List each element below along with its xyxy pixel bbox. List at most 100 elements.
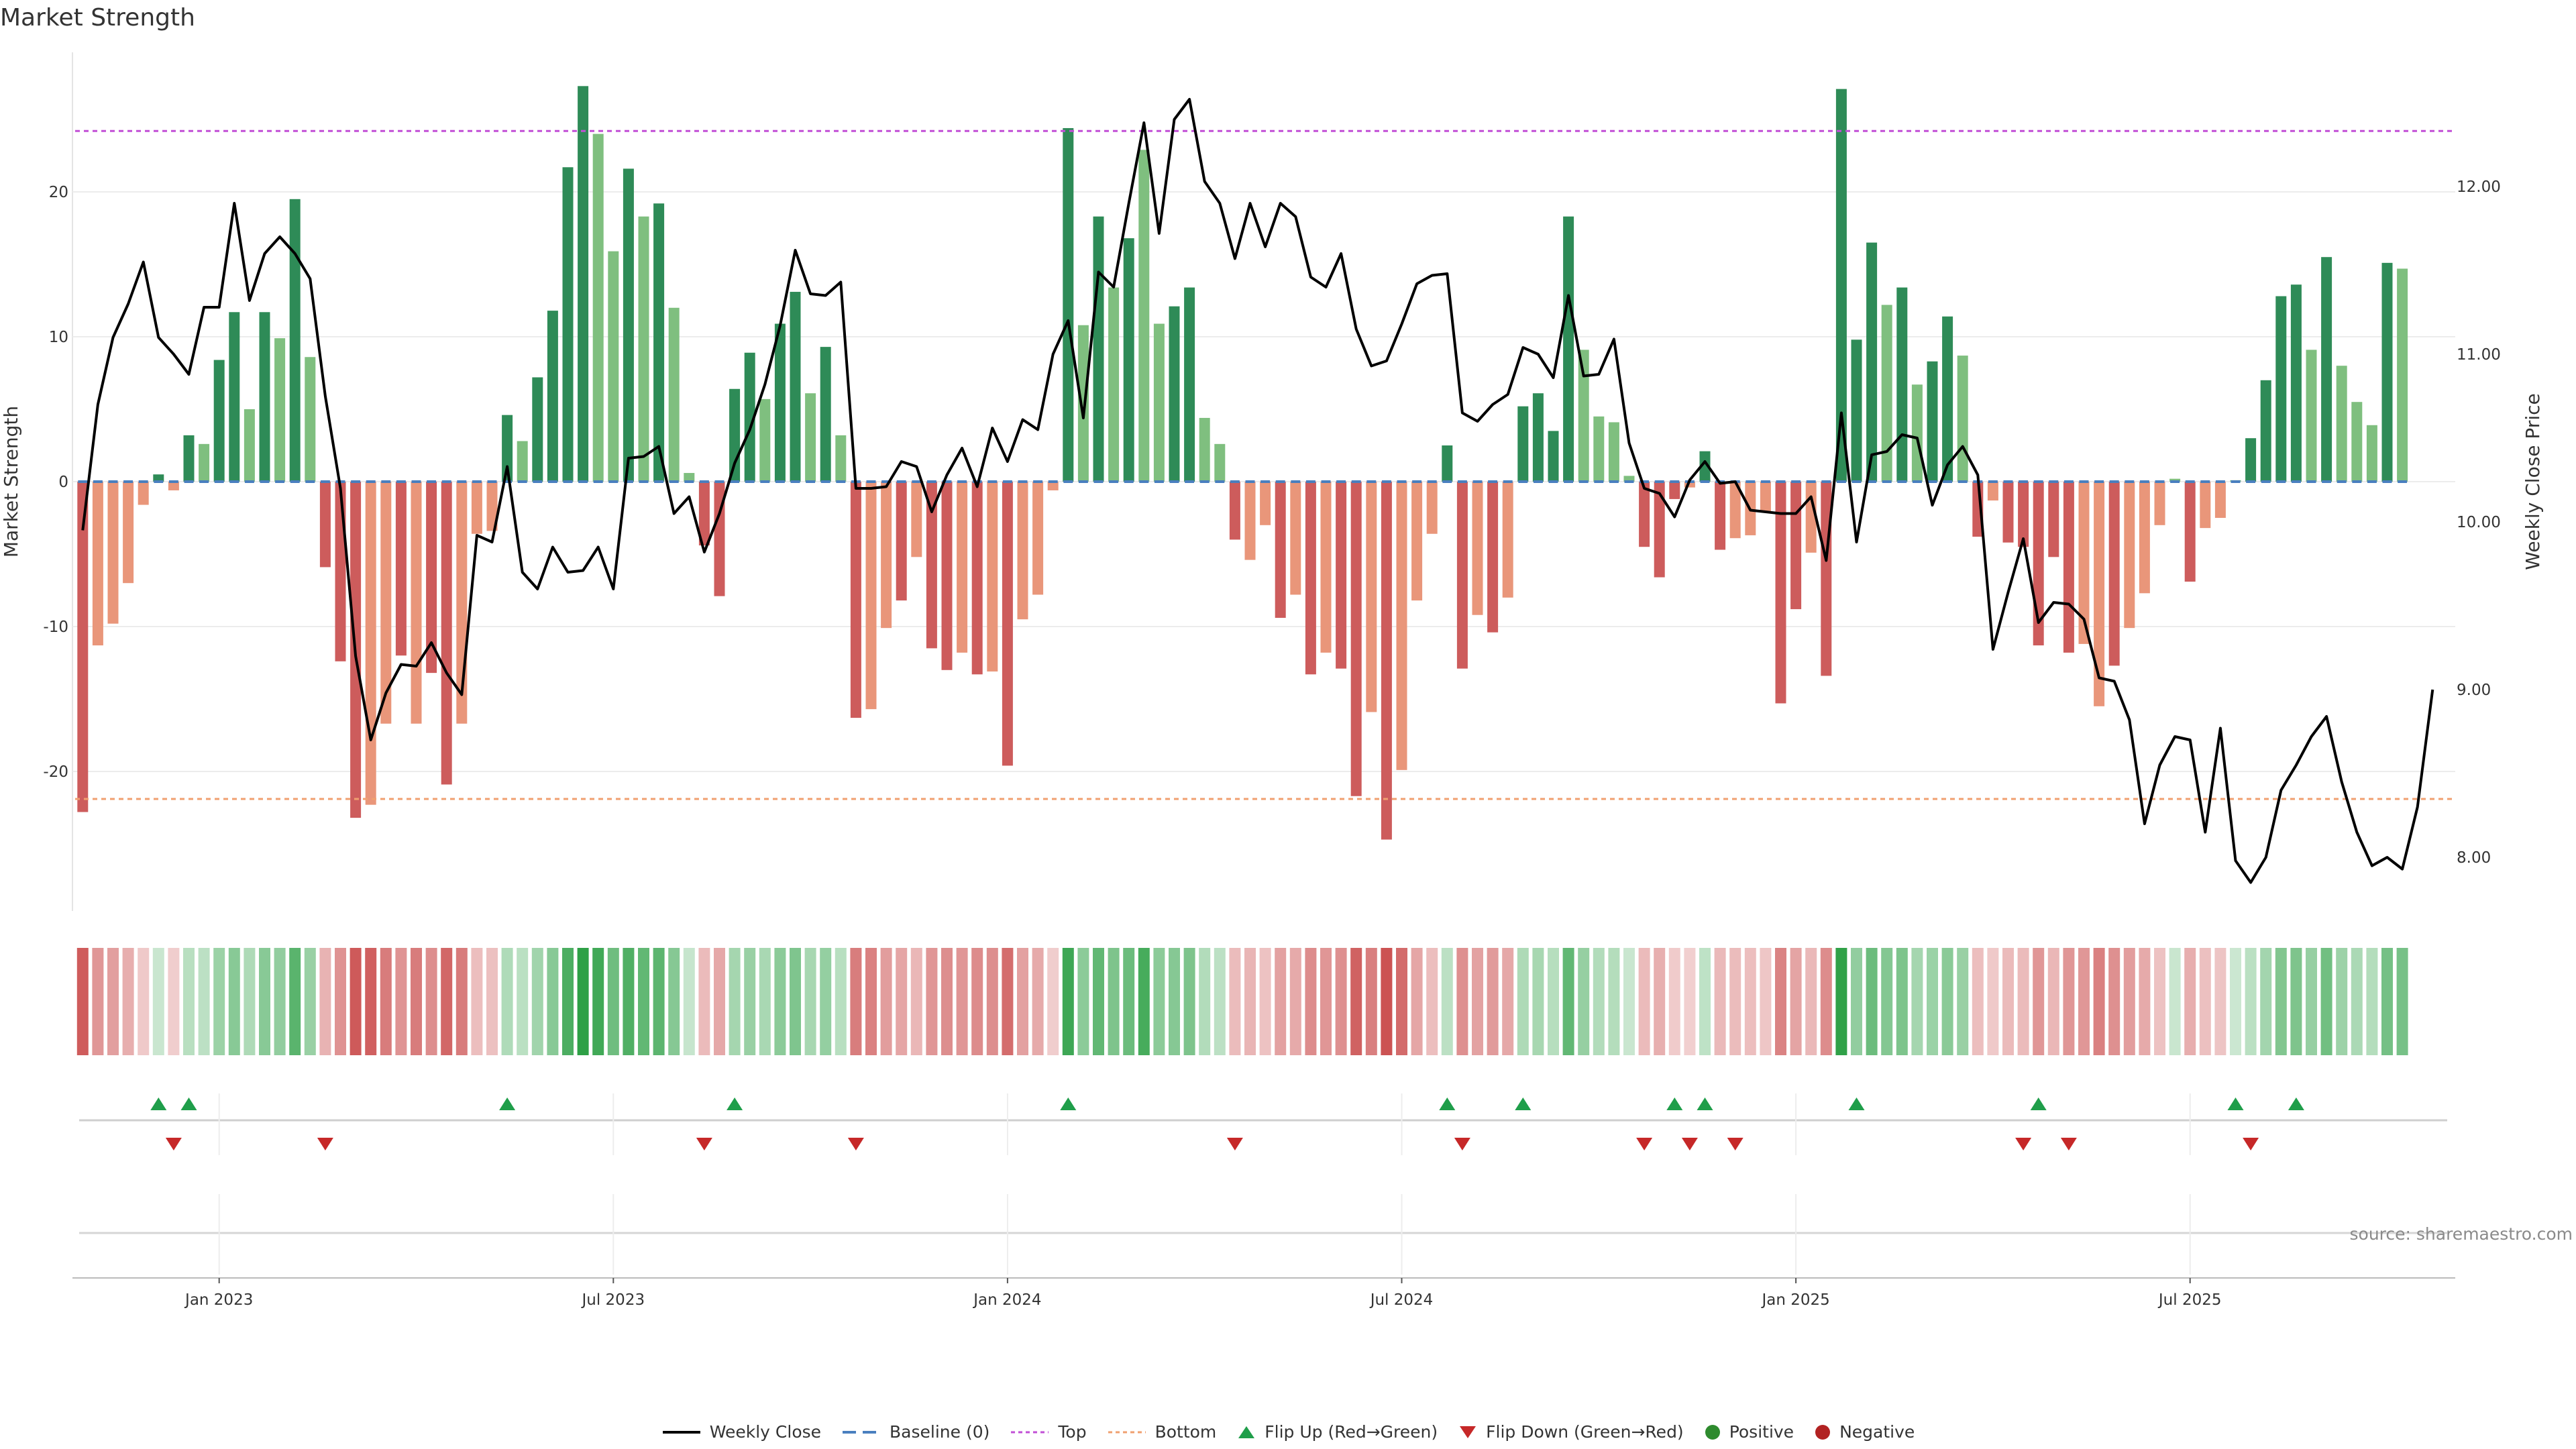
heat-cell: [1032, 948, 1044, 1055]
heat-cell: [714, 948, 725, 1055]
strength-bar: [1517, 406, 1529, 482]
heat-cell: [774, 948, 786, 1055]
heat-cell: [2017, 948, 2029, 1055]
heat-cell: [865, 948, 877, 1055]
strength-bar: [319, 482, 331, 568]
x-tick-label: Jan 2023: [184, 1291, 253, 1309]
legend-label: Negative: [1839, 1422, 1915, 1442]
strength-bar: [668, 307, 680, 482]
heat-cell: [2093, 948, 2105, 1055]
heat-cell: [517, 948, 529, 1055]
strength-bar: [1063, 127, 1074, 482]
legend-label: Positive: [1729, 1422, 1794, 1442]
heat-cell: [2002, 948, 2014, 1055]
heat-cell: [926, 948, 938, 1055]
right-tick-label: 8.00: [2457, 849, 2491, 867]
heat-cell: [1138, 948, 1150, 1055]
heat-cell: [2320, 948, 2332, 1055]
heat-cell: [365, 948, 377, 1055]
strength-bar: [1108, 287, 1120, 482]
strength-bar: [592, 133, 604, 482]
heat-cell: [1275, 948, 1287, 1055]
heat-cell: [350, 948, 362, 1055]
strength-bar: [744, 352, 755, 482]
flip-up-marker: [1060, 1097, 1077, 1110]
strength-bar: [244, 409, 255, 482]
heat-cell: [183, 948, 195, 1055]
heat-cell: [1396, 948, 1407, 1055]
strength-bar: [1381, 482, 1392, 840]
triangle-down-icon: [1460, 1426, 1477, 1438]
strength-bar: [1002, 482, 1013, 766]
strength-bar: [805, 393, 816, 482]
heat-cell: [2123, 948, 2135, 1055]
strength-bar: [623, 168, 634, 482]
heat-cell: [1244, 948, 1256, 1055]
heat-cell: [1426, 948, 1438, 1055]
heat-cell: [1077, 948, 1089, 1055]
strength-bar: [2306, 350, 2317, 482]
legend-negative: Negative: [1814, 1422, 1915, 1442]
strength-bar: [608, 251, 619, 482]
main-panel: -20 -10 0 10 20 8.00 9.00 10.00 11.00 12.00: [43, 52, 2501, 911]
legend-top: Top: [1010, 1422, 1087, 1442]
heat-cell: [1578, 948, 1590, 1055]
strength-bar: [957, 482, 968, 653]
flip-down-marker: [165, 1138, 182, 1150]
strength-bar: [2290, 284, 2302, 482]
strength-bar: [1699, 451, 1711, 482]
flip-down-marker: [2060, 1138, 2077, 1150]
heat-cell: [471, 948, 483, 1055]
heat-cell: [2381, 948, 2393, 1055]
heat-cell: [2033, 948, 2045, 1055]
strength-bar: [1350, 482, 1362, 796]
heat-cell: [835, 948, 847, 1055]
flip-up-marker: [1666, 1097, 1683, 1110]
strength-bar: [107, 482, 119, 624]
strength-bar: [759, 398, 771, 482]
strength-bars: [77, 86, 2408, 840]
heat-cell: [1350, 948, 1362, 1055]
strength-bar: [92, 482, 103, 646]
strength-bar: [532, 377, 543, 482]
strength-bar: [2200, 482, 2211, 529]
legend: Weekly Close Baseline (0) Top Bottom Fli…: [0, 1422, 2576, 1442]
heat-cell: [1123, 948, 1135, 1055]
heat-cell: [425, 948, 437, 1055]
heat-cell: [1881, 948, 1893, 1055]
heat-cell: [1062, 948, 1074, 1055]
legend-bottom: Bottom: [1107, 1422, 1216, 1442]
strength-bar: [1366, 482, 1377, 712]
strength-bar: [1715, 482, 1726, 550]
heat-cell: [244, 948, 256, 1055]
heat-cell: [1365, 948, 1377, 1055]
strength-bar: [1835, 89, 1847, 482]
strength-bar: [1563, 216, 1574, 482]
flip-up-marker: [2227, 1097, 2244, 1110]
flip-up-marker: [1515, 1097, 1532, 1110]
heat-cell: [2260, 948, 2272, 1055]
heat-cell: [2154, 948, 2165, 1055]
strength-bar: [1775, 482, 1786, 704]
flip-down-marker: [1226, 1138, 1243, 1150]
heat-cell: [1305, 948, 1317, 1055]
strength-bar: [1684, 482, 1695, 488]
heat-cell: [971, 948, 983, 1055]
heat-cell: [1411, 948, 1423, 1055]
left-axis-ticks: -20 -10 0 10 20: [43, 184, 68, 781]
right-tick-label: 11.00: [2457, 346, 2501, 364]
legend-label: Flip Down (Green→Red): [1486, 1422, 1684, 1442]
strength-bar: [1942, 316, 1953, 482]
strength-bar: [380, 482, 392, 724]
strength-bar: [153, 474, 164, 482]
heat-cell: [1229, 948, 1241, 1055]
legend-label: Top: [1058, 1422, 1087, 1442]
heat-cell: [92, 948, 104, 1055]
right-tick-label: 10.00: [2457, 514, 2501, 531]
heat-cell: [547, 948, 559, 1055]
right-tick-label: 9.00: [2457, 682, 2491, 699]
strength-bar: [1320, 482, 1332, 653]
strength-bar: [2094, 482, 2105, 706]
flip-panel: [79, 1093, 2447, 1155]
